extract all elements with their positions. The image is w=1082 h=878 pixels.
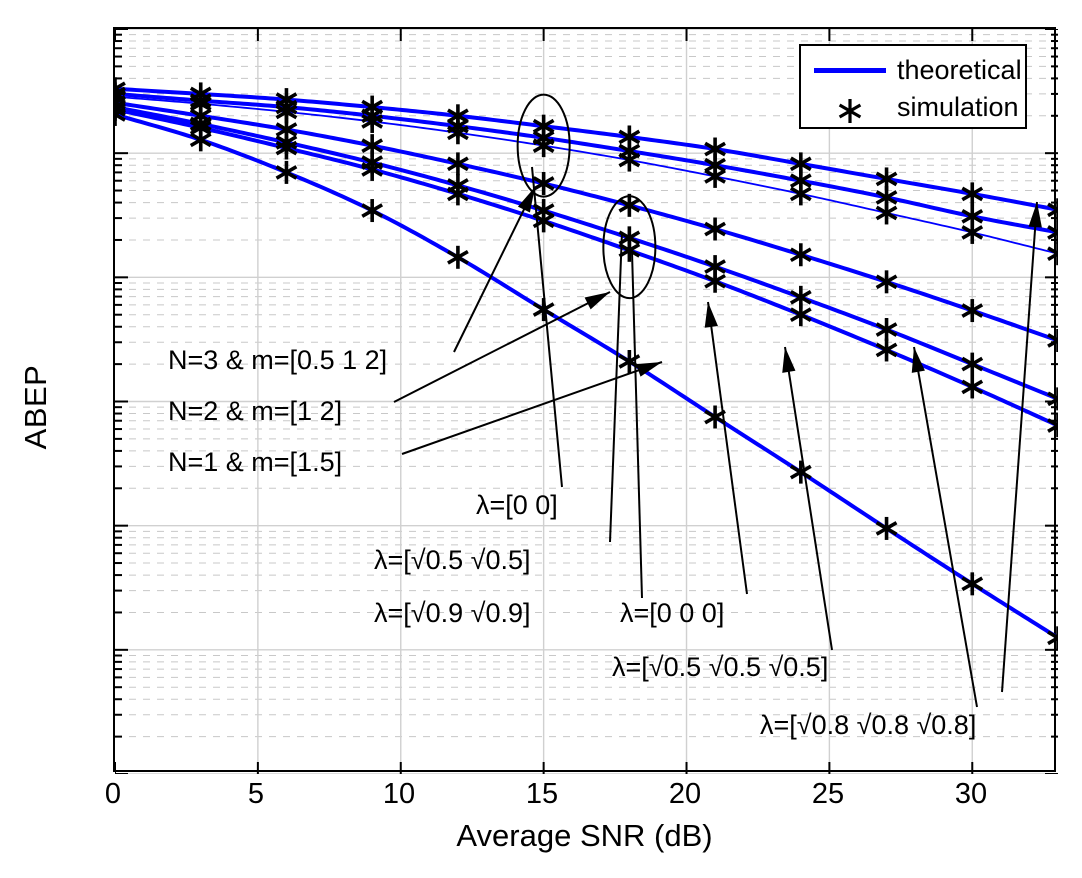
legend-item-simulation: simulation [811,89,1019,126]
legend: theoretical simulation [799,44,1027,129]
x-tick-5: 25 [811,778,845,810]
x-axis-label: Average SNR (dB) [456,818,713,853]
plot-area [113,27,1058,774]
x-tick-3: 15 [525,778,559,810]
x-tick-0: 0 [104,778,122,810]
annotation-lambda-05-05: λ=[√0.5 √0.5] [374,545,531,575]
legend-label-theoretical: theoretical [897,55,1022,85]
data-curves [115,86,1058,640]
axis-ticks [115,29,1058,774]
asterisk-marker-icon [811,96,889,126]
x-tick-6: 30 [954,778,988,810]
x-tick-4: 20 [668,778,702,810]
annotation-lambda-05x3: λ=[√0.5 √0.5 √0.5] [612,652,829,682]
legend-line-icon [811,62,889,80]
annotation-n3: N=3 & m=[0.5 1 2] [168,345,388,375]
chart-canvas [115,29,1058,774]
annotation-n1: N=1 & m=[1.5] [168,447,343,477]
x-tick-1: 5 [247,778,265,810]
data-markers [115,77,1058,650]
annotation-n2: N=2 & m=[1 2] [168,396,343,426]
annotation-lambda-09-09: λ=[√0.9 √0.9] [374,598,531,628]
legend-label-simulation: simulation [897,92,1019,122]
annotation-lambda-00: λ=[0 0] [476,490,558,520]
x-tick-2: 10 [382,778,416,810]
annotation-arrows [393,166,1042,708]
annotation-lambda-08x3: λ=[√0.8 √0.8 √0.8] [760,710,977,740]
legend-item-theoretical: theoretical [811,52,1022,89]
highlight-ellipses [516,93,657,300]
annotation-lambda-000: λ=[0 0 0] [620,598,725,628]
